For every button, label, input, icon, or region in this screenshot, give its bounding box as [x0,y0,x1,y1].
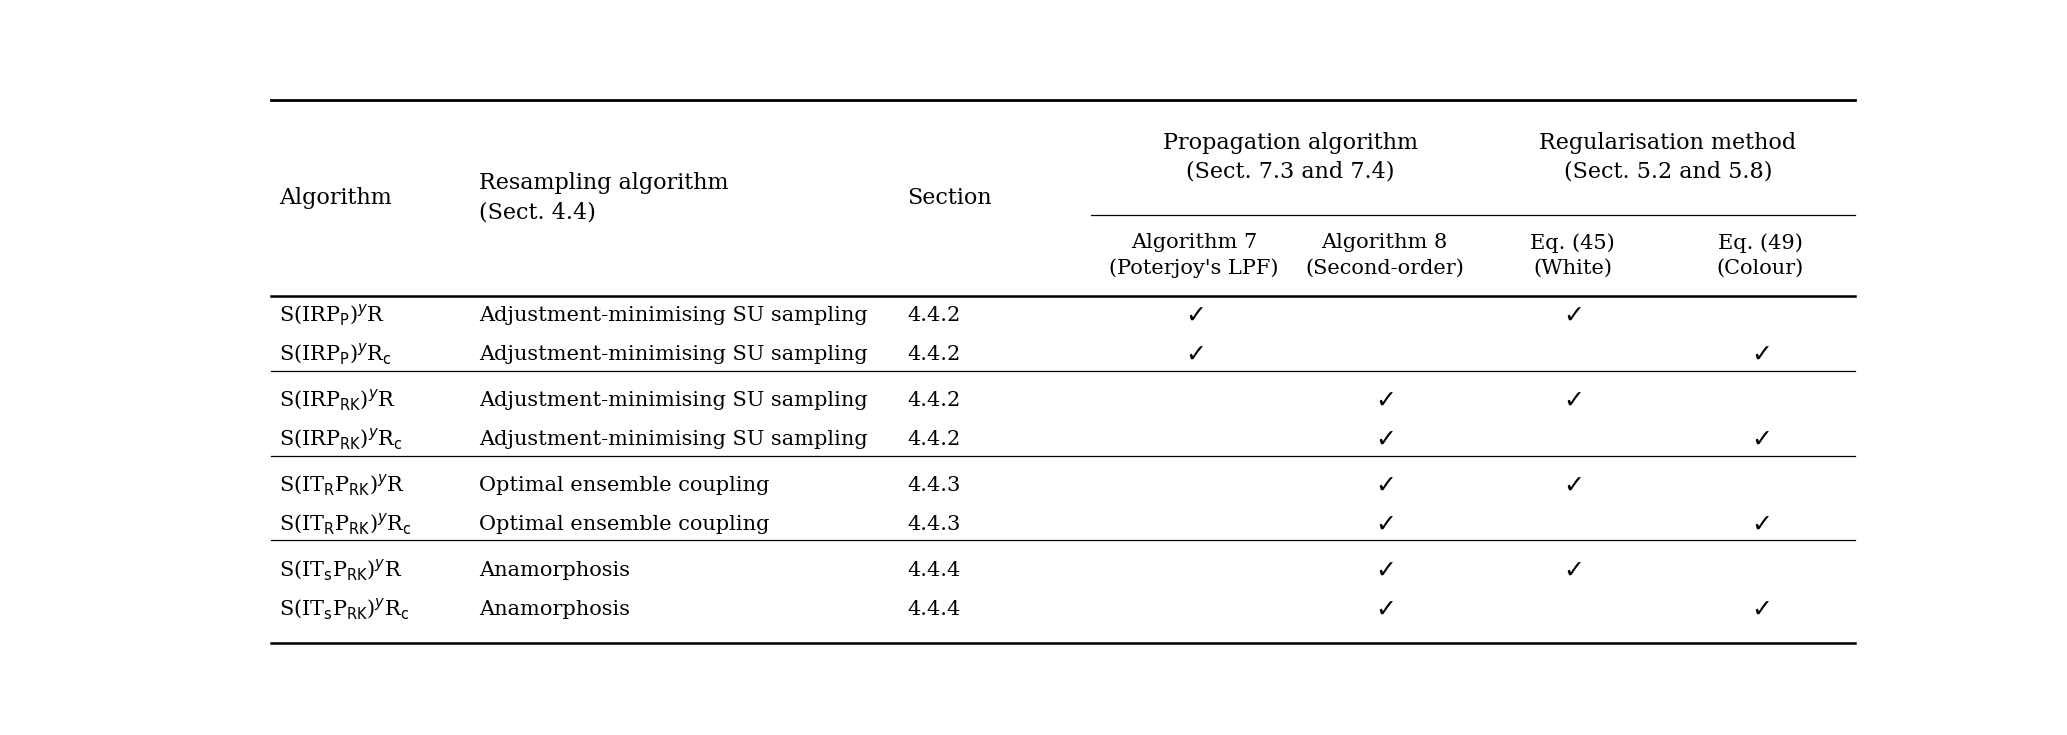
Text: Resampling algorithm
(Sect. 4.4): Resampling algorithm (Sect. 4.4) [480,172,730,223]
Text: Eq. (45)
(White): Eq. (45) (White) [1530,233,1614,278]
Text: Anamorphosis: Anamorphosis [480,600,630,619]
Text: 4.4.2: 4.4.2 [907,345,961,364]
Text: S(IT$_{\mathrm{R}}$P$_{\mathrm{RK}}$)$^{y}$R$_{\mathrm{c}}$: S(IT$_{\mathrm{R}}$P$_{\mathrm{RK}}$)$^{… [279,512,411,537]
Text: $\checkmark$: $\checkmark$ [1563,474,1581,497]
Text: $\checkmark$: $\checkmark$ [1375,389,1393,412]
Text: S(IT$_{\mathrm{s}}$P$_{\mathrm{RK}}$)$^{y}$R$_{\mathrm{c}}$: S(IT$_{\mathrm{s}}$P$_{\mathrm{RK}}$)$^{… [279,597,409,622]
Text: Adjustment-minimising SU sampling: Adjustment-minimising SU sampling [480,391,868,410]
Text: $\checkmark$: $\checkmark$ [1375,474,1393,497]
Text: S(IRP$_{\mathrm{P}}$)$^{y}$R: S(IRP$_{\mathrm{P}}$)$^{y}$R [279,303,384,328]
Text: $\checkmark$: $\checkmark$ [1184,304,1203,327]
Text: Eq. (49)
(Colour): Eq. (49) (Colour) [1716,233,1804,278]
Text: $\checkmark$: $\checkmark$ [1184,343,1203,366]
Text: $\checkmark$: $\checkmark$ [1751,428,1769,451]
Text: S(IRP$_{\mathrm{RK}}$)$^{y}$R: S(IRP$_{\mathrm{RK}}$)$^{y}$R [279,388,397,413]
Text: 4.4.2: 4.4.2 [907,430,961,449]
Text: $\checkmark$: $\checkmark$ [1751,513,1769,536]
Text: 4.4.4: 4.4.4 [907,561,961,580]
Text: Regularisation method
(Sect. 5.2 and 5.8): Regularisation method (Sect. 5.2 and 5.8… [1540,132,1796,182]
Text: Optimal ensemble coupling: Optimal ensemble coupling [480,476,769,495]
Text: Adjustment-minimising SU sampling: Adjustment-minimising SU sampling [480,345,868,364]
Text: S(IT$_{\mathrm{s}}$P$_{\mathrm{RK}}$)$^{y}$R: S(IT$_{\mathrm{s}}$P$_{\mathrm{RK}}$)$^{… [279,558,403,583]
Text: $\checkmark$: $\checkmark$ [1375,559,1393,581]
Text: $\checkmark$: $\checkmark$ [1375,598,1393,620]
Text: $\checkmark$: $\checkmark$ [1563,389,1581,412]
Text: 4.4.2: 4.4.2 [907,391,961,410]
Text: Optimal ensemble coupling: Optimal ensemble coupling [480,514,769,534]
Text: Algorithm 8
(Second-order): Algorithm 8 (Second-order) [1304,234,1463,277]
Text: $\checkmark$: $\checkmark$ [1375,513,1393,536]
Text: Algorithm 7
(Poterjoy's LPF): Algorithm 7 (Poterjoy's LPF) [1110,233,1279,278]
Text: $\checkmark$: $\checkmark$ [1751,598,1769,620]
Text: 4.4.4: 4.4.4 [907,600,961,619]
Text: Anamorphosis: Anamorphosis [480,561,630,580]
Text: $\checkmark$: $\checkmark$ [1563,559,1581,581]
Text: Algorithm: Algorithm [279,187,393,209]
Text: $\checkmark$: $\checkmark$ [1751,343,1769,366]
Text: S(IRP$_{\mathrm{RK}}$)$^{y}$R$_{\mathrm{c}}$: S(IRP$_{\mathrm{RK}}$)$^{y}$R$_{\mathrm{… [279,427,403,452]
Text: Adjustment-minimising SU sampling: Adjustment-minimising SU sampling [480,306,868,325]
Text: Section: Section [907,187,992,209]
Text: 4.4.3: 4.4.3 [907,514,961,534]
Text: Propagation algorithm
(Sect. 7.3 and 7.4): Propagation algorithm (Sect. 7.3 and 7.4… [1162,132,1418,182]
Text: Adjustment-minimising SU sampling: Adjustment-minimising SU sampling [480,430,868,449]
Text: 4.4.2: 4.4.2 [907,306,961,325]
Text: $\checkmark$: $\checkmark$ [1563,304,1581,327]
Text: S(IT$_{\mathrm{R}}$P$_{\mathrm{RK}}$)$^{y}$R: S(IT$_{\mathrm{R}}$P$_{\mathrm{RK}}$)$^{… [279,473,405,498]
Text: S(IRP$_{\mathrm{P}}$)$^{y}$R$_{\mathrm{c}}$: S(IRP$_{\mathrm{P}}$)$^{y}$R$_{\mathrm{c… [279,342,393,367]
Text: 4.4.3: 4.4.3 [907,476,961,495]
Text: $\checkmark$: $\checkmark$ [1375,428,1393,451]
